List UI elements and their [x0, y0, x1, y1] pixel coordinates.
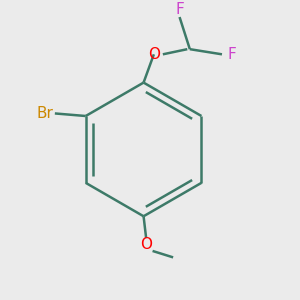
- Text: O: O: [140, 237, 152, 252]
- Text: F: F: [175, 2, 184, 17]
- Text: F: F: [228, 47, 237, 62]
- Text: O: O: [148, 47, 160, 62]
- Text: Br: Br: [36, 106, 53, 121]
